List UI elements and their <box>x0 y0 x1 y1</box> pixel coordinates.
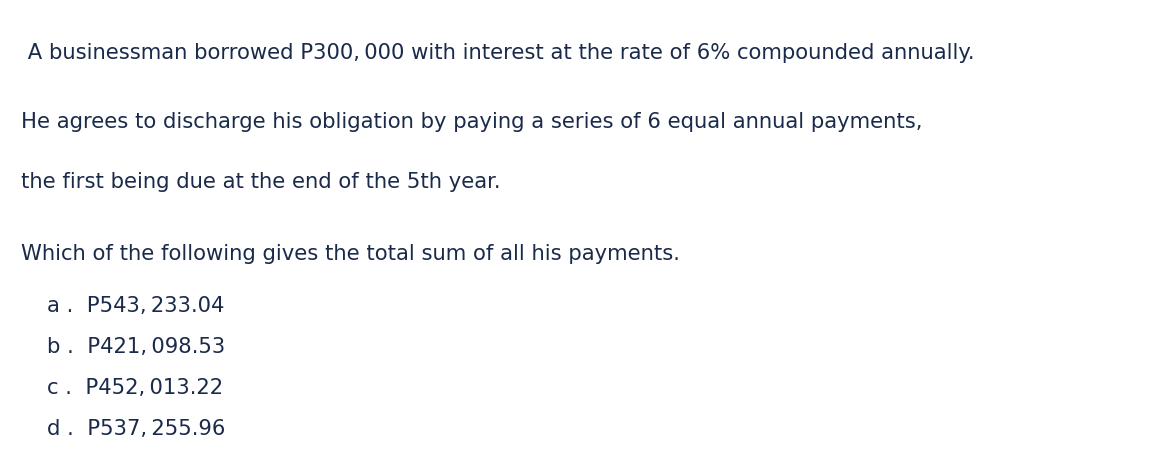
Text: Which of the following gives the total sum of all his payments.: Which of the following gives the total s… <box>21 244 680 264</box>
Text: He agrees to discharge his obligation by paying a series of 6 equal annual payme: He agrees to discharge his obligation by… <box>21 112 923 132</box>
Text: c .  P452, 013.22: c . P452, 013.22 <box>47 378 223 398</box>
Text: b .  P421, 098.53: b . P421, 098.53 <box>47 337 225 357</box>
Text: A businessman borrowed P300, 000 with interest at the rate of 6% compounded annu: A businessman borrowed P300, 000 with in… <box>21 43 974 63</box>
Text: the first being due at the end of the 5th year.: the first being due at the end of the 5t… <box>21 172 501 192</box>
Text: a .  P543, 233.04: a . P543, 233.04 <box>47 296 224 316</box>
Text: d .  P537, 255.96: d . P537, 255.96 <box>47 419 225 439</box>
